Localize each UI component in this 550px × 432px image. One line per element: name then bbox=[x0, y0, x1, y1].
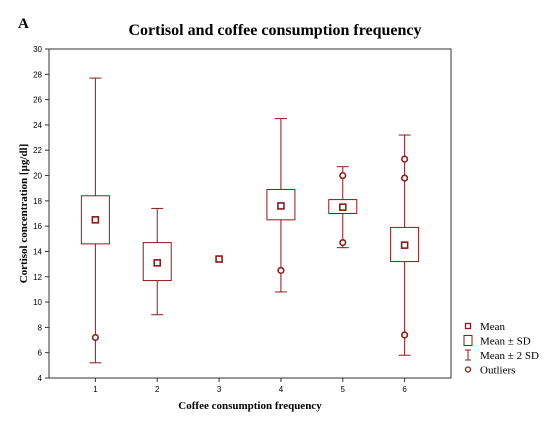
mean-marker bbox=[338, 203, 347, 211]
mean-marker bbox=[277, 202, 285, 210]
y-tick-label: 14 bbox=[33, 247, 42, 256]
x-axis: 1 2 3 4 5 6 bbox=[93, 378, 407, 394]
y-tick-label: 8 bbox=[38, 323, 43, 332]
chart-title: Cortisol and coffee consumption frequenc… bbox=[128, 22, 422, 39]
x-tick-label: 3 bbox=[217, 385, 222, 394]
mean-marker bbox=[215, 255, 223, 263]
y-tick-label: 30 bbox=[33, 45, 42, 54]
y-tick-label: 28 bbox=[33, 70, 42, 79]
x-axis-title: Coffee consumption frequency bbox=[178, 400, 322, 412]
mean-marker bbox=[153, 259, 162, 267]
box-group-2 bbox=[142, 207, 172, 316]
y-tick-label: 12 bbox=[33, 273, 42, 282]
x-tick-label: 2 bbox=[155, 385, 160, 394]
x-tick-label: 5 bbox=[341, 385, 346, 394]
outlier-point bbox=[339, 171, 347, 180]
box-group-6 bbox=[390, 134, 420, 356]
legend-sd-symbol bbox=[463, 335, 473, 346]
legend-mean-symbol bbox=[464, 322, 472, 330]
y-axis-title: Cortisol concentration [µg/dl] bbox=[18, 144, 30, 284]
outlier-point bbox=[339, 239, 347, 247]
plot-area-frame bbox=[48, 48, 452, 379]
mean-marker bbox=[91, 216, 100, 224]
y-tick-label: 20 bbox=[33, 172, 42, 181]
outlier-point bbox=[401, 331, 409, 339]
box-group-3 bbox=[215, 255, 223, 263]
legend-outlier-symbol bbox=[464, 366, 472, 373]
legend-label: Mean ± 2 SD bbox=[480, 350, 539, 362]
y-tick-label: 16 bbox=[33, 222, 42, 231]
x-tick-label: 1 bbox=[93, 385, 98, 394]
outlier-point bbox=[401, 155, 409, 163]
x-tick-label: 6 bbox=[402, 385, 407, 394]
x-tick-label: 4 bbox=[279, 385, 284, 394]
outlier-point bbox=[277, 266, 285, 275]
mean-marker bbox=[400, 241, 409, 249]
box-group-1 bbox=[80, 77, 110, 364]
legend-label: Mean bbox=[480, 321, 506, 333]
y-tick-label: 26 bbox=[33, 96, 42, 105]
y-tick-label: 22 bbox=[33, 146, 42, 155]
panel-label: A bbox=[18, 16, 29, 32]
legend-label: Mean ± SD bbox=[480, 336, 531, 348]
y-tick-label: 6 bbox=[38, 349, 43, 358]
outlier-point bbox=[401, 174, 409, 182]
y-tick-label: 24 bbox=[33, 121, 42, 130]
legend-label: Outliers bbox=[480, 365, 515, 377]
sd-box bbox=[266, 188, 296, 221]
y-axis: 4 6 8 10 12 14 16 18 20 22 24 26 28 30 bbox=[33, 45, 49, 383]
y-tick-label: 10 bbox=[33, 298, 42, 307]
box-group-4 bbox=[266, 118, 296, 293]
legend: Mean Mean ± SD Mean ± 2 SD Outliers bbox=[463, 321, 539, 377]
box-series bbox=[80, 77, 420, 364]
outlier-point bbox=[91, 333, 99, 342]
y-tick-label: 18 bbox=[33, 197, 42, 206]
y-tick-label: 4 bbox=[38, 374, 43, 383]
sd-box bbox=[80, 195, 110, 245]
box-group-5 bbox=[328, 166, 358, 249]
